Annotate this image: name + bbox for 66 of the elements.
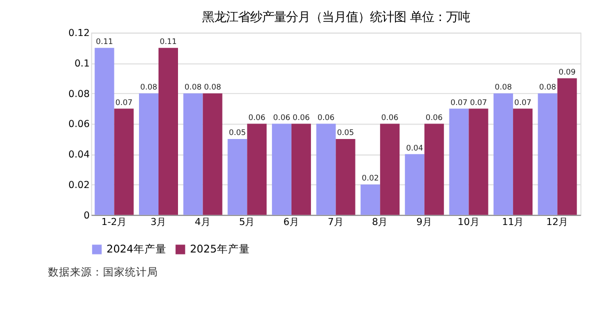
x-tick-label: 1-2月: [101, 217, 128, 228]
bar: [183, 93, 203, 215]
legend-label: 2025年产量: [190, 242, 250, 256]
bar: [336, 138, 356, 215]
y-tick-label: 0.12: [68, 28, 90, 40]
x-tick-label: 3月: [150, 217, 167, 228]
bar: [202, 93, 222, 215]
data-label: 0.08: [204, 82, 222, 92]
x-tick-label: 5月: [239, 217, 256, 228]
bar: [424, 124, 444, 215]
legend-label: 2024年产量: [106, 242, 166, 256]
data-label: 0.09: [558, 67, 576, 76]
bar: [139, 93, 158, 215]
bar: [449, 108, 469, 215]
x-tick-label: 10月: [458, 217, 480, 228]
y-tick-label: 0.04: [68, 150, 90, 161]
bar: [404, 154, 424, 215]
x-tick-label: 8月: [372, 217, 388, 228]
data-label: 0.07: [470, 98, 488, 107]
x-tick-label: 6月: [283, 217, 300, 228]
x-tick-label: 4月: [194, 217, 211, 228]
data-label: 0.07: [115, 98, 133, 107]
y-tick-label: 0.02: [68, 180, 90, 191]
x-tick-label: 9月: [416, 217, 432, 228]
bar: [513, 108, 533, 215]
bar: [360, 184, 380, 215]
data-label: 0.04: [406, 143, 424, 152]
data-label: 0.07: [450, 98, 468, 107]
x-tick-label: 11月: [502, 217, 524, 228]
bar: [316, 124, 336, 215]
data-label: 0.02: [362, 174, 379, 183]
bar: [538, 93, 558, 215]
y-tick-label: 0.08: [68, 88, 90, 100]
y-tick-label: 0.1: [74, 58, 90, 70]
x-tick-label: 7月: [328, 217, 344, 228]
data-label: 0.06: [292, 112, 310, 122]
bar: [272, 124, 292, 215]
data-label: 0.08: [140, 82, 158, 92]
bar: [228, 138, 248, 215]
data-label: 0.05: [336, 128, 354, 138]
source-note: 数据来源：国家统计局: [48, 265, 158, 278]
data-label: 0.06: [248, 112, 266, 122]
data-label: 0.08: [184, 82, 202, 92]
y-tick-label: 0.06: [68, 119, 90, 130]
bar: [94, 48, 114, 215]
chart-title: 黑龙江省纱产量分月（当月值）统计图 单位：万吨: [202, 9, 470, 24]
bar: [247, 124, 267, 215]
data-label: 0.11: [96, 37, 114, 46]
bar: [380, 124, 400, 215]
data-label: 0.05: [228, 128, 246, 138]
bar: [114, 108, 134, 215]
bar: [557, 78, 577, 215]
data-label: 0.06: [273, 112, 290, 122]
data-label: 0.08: [494, 82, 512, 92]
bar: [291, 124, 311, 215]
data-label: 0.06: [381, 112, 398, 122]
data-label: 0.06: [426, 112, 443, 122]
data-label: 0.08: [539, 82, 556, 92]
bar: [158, 48, 178, 215]
data-label: 0.06: [317, 112, 335, 122]
x-tick-label: 12月: [546, 217, 568, 228]
y-tick-label: 0: [84, 210, 90, 222]
bar: [494, 93, 514, 215]
data-label: 0.11: [160, 37, 177, 46]
bar: [468, 108, 488, 215]
data-label: 0.07: [514, 98, 532, 107]
